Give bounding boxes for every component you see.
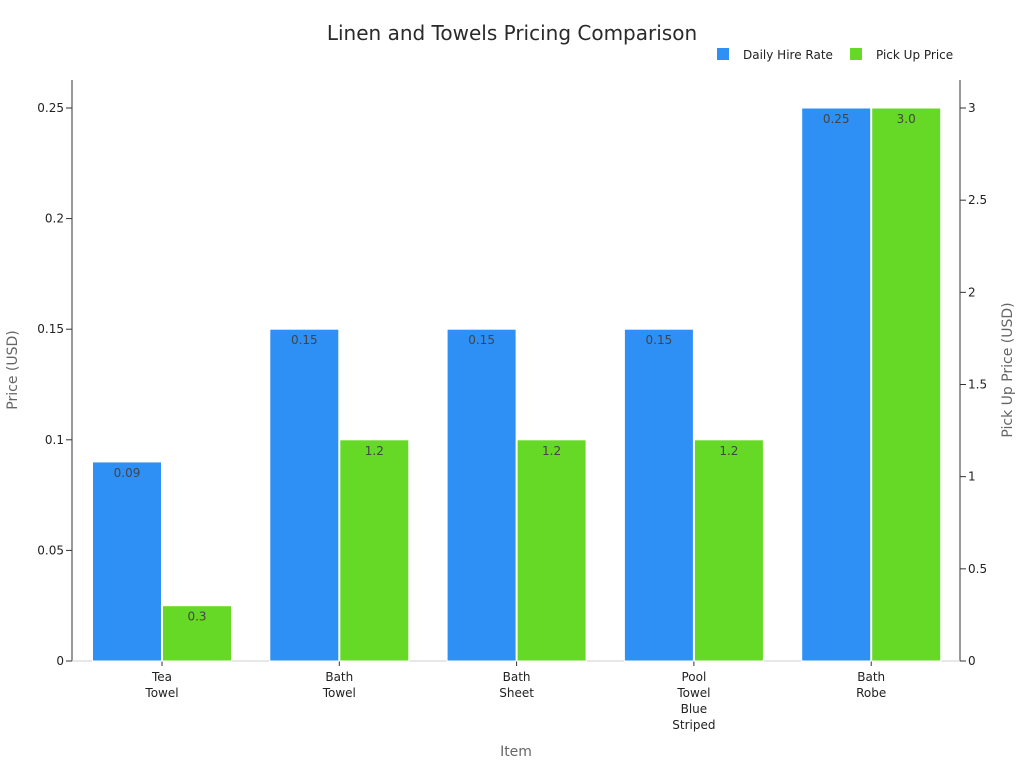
- y2-axis-label: Pick Up Price (USD): [1000, 302, 1016, 437]
- bar: [269, 328, 340, 662]
- y-tick-label: 0.25: [37, 101, 64, 115]
- data-labels: 0.09 0.3 0.15 1.2 0.15 1.2 0.15 1.2 0.25 3.0: [114, 112, 916, 624]
- x-tick-label: Striped: [672, 718, 715, 732]
- data-label: 1.2: [542, 444, 561, 458]
- y2-tick-label: 1: [968, 470, 976, 484]
- bar: [801, 107, 872, 662]
- data-label: 0.3: [187, 610, 206, 624]
- x-tick-label: Sheet: [499, 686, 534, 700]
- bar: [871, 107, 942, 662]
- bars: [92, 107, 942, 662]
- y2-tick-label: 2: [968, 285, 976, 299]
- legend-swatch: [717, 48, 729, 60]
- category-labels: Tea Towel Bath Towel Bath Sheet Pool Towel Blue S…: [144, 670, 886, 732]
- x-tick-label: Blue: [681, 702, 708, 716]
- x-tick-label: Bath: [325, 670, 353, 684]
- x-tick-label: Bath: [503, 670, 531, 684]
- data-label: 0.25: [823, 112, 850, 126]
- y-tick-label: 0.2: [45, 212, 64, 226]
- x-axis-label: Item: [500, 744, 532, 760]
- data-label: 0.15: [291, 333, 318, 347]
- bar: [516, 439, 587, 662]
- legend-label: Daily Hire Rate: [743, 48, 833, 62]
- bar: [162, 605, 232, 662]
- x-tick-label: Robe: [856, 686, 886, 700]
- bar: [92, 461, 162, 662]
- data-label: 1.2: [365, 444, 384, 458]
- data-label: 0.15: [468, 333, 495, 347]
- data-label: 3.0: [897, 112, 916, 126]
- x-tick-label: Towel: [144, 686, 178, 700]
- x-tick-label: Towel: [676, 686, 710, 700]
- y-tick-label: 0: [56, 654, 64, 668]
- x-tick-label: Tea: [151, 670, 172, 684]
- y2-tick-label: 2.5: [968, 193, 987, 207]
- bar: [623, 328, 694, 662]
- chart-title: Linen and Towels Pricing Comparison: [327, 21, 697, 45]
- y-tick-label: 0.15: [37, 322, 64, 336]
- y2-tick-label: 1.5: [968, 378, 987, 392]
- data-label: 1.2: [719, 444, 738, 458]
- y-tick-label: 0.05: [37, 543, 64, 557]
- x-tick-label: Bath: [857, 670, 885, 684]
- x-tick-label: Towel: [322, 686, 356, 700]
- x-tick-label: Pool: [681, 670, 706, 684]
- y2-tick-label: 3: [968, 101, 976, 115]
- y2-tick-label: 0: [968, 654, 976, 668]
- legend-label: Pick Up Price: [876, 48, 953, 62]
- y-tick-label: 0.1: [45, 433, 64, 447]
- legend: Daily Hire Rate Pick Up Price: [717, 48, 953, 62]
- data-label: 0.15: [646, 333, 673, 347]
- y-axis-label: Price (USD): [5, 330, 21, 409]
- bar: [339, 439, 410, 662]
- bar: [446, 328, 517, 662]
- bar: [693, 439, 764, 662]
- y2-tick-label: 0.5: [968, 562, 987, 576]
- legend-swatch: [850, 48, 862, 60]
- data-label: 0.09: [114, 466, 141, 480]
